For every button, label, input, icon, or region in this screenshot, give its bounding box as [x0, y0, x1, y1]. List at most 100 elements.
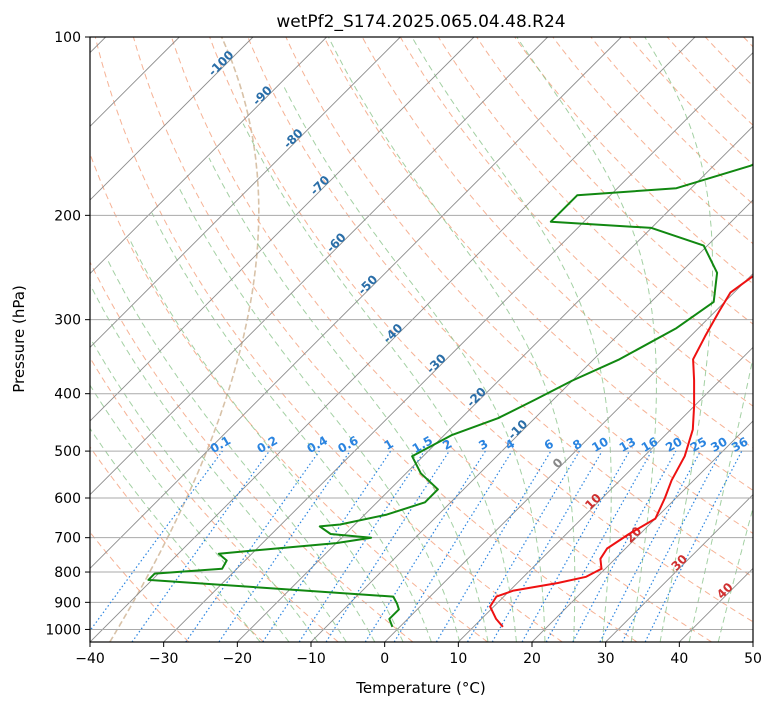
y-tick-label: 500	[54, 444, 81, 460]
dry-adiabat-line	[90, 446, 264, 642]
moist-adiabat-label: 0	[550, 455, 566, 471]
mixing-ratio-label: 0.6	[335, 433, 360, 456]
y-tick-label: 300	[54, 313, 81, 329]
mixing-ratio-line	[185, 450, 320, 642]
x-tick-label: 0	[380, 651, 389, 667]
x-tick-label: −30	[149, 651, 179, 667]
dry-adiabat-label: -70	[307, 173, 332, 198]
dry-adiabat-line	[209, 37, 753, 623]
dry-adiabat-label: -30	[424, 351, 449, 376]
temperature-profile-line	[489, 274, 753, 628]
x-tick-label: 10	[449, 651, 467, 667]
y-tick-label: 800	[54, 565, 81, 581]
dewpoint-profile-line	[147, 163, 753, 628]
x-tick-label: 30	[597, 651, 615, 667]
mixing-ratio-line	[262, 450, 392, 642]
axis-ticks: −40 −30 −20 −10 0 10 20 30 40 5010020030040050060…	[45, 30, 762, 667]
mixing-ratio-line	[572, 450, 677, 642]
dry-adiabat-line	[90, 152, 488, 642]
isotherm-line	[90, 37, 401, 348]
dry-adiabat-label: -80	[281, 126, 306, 151]
mixing-ratio-label: 13	[617, 434, 638, 454]
dry-adiabat-label: -40	[380, 321, 405, 346]
mixing-ratio-line	[364, 450, 486, 642]
mixing-ratio-line	[545, 450, 653, 642]
mixing-ratio-label: 0.2	[255, 433, 280, 456]
y-tick-label: 1000	[45, 622, 81, 638]
dry-adiabat-line	[476, 37, 753, 325]
background-lines	[90, 37, 753, 642]
mixing-ratio-line	[325, 450, 450, 642]
moist-adiabat-line	[106, 257, 376, 642]
dry-adiabat-line	[90, 356, 339, 642]
moist-adiabat-line	[90, 336, 319, 642]
isotherm-line	[752, 641, 753, 642]
x-tick-label: −20	[223, 651, 253, 667]
moist-adiabat-label: 40	[714, 580, 736, 602]
dry-adiabat-line	[90, 260, 414, 642]
moist-adiabat-line	[90, 427, 261, 642]
x-tick-label: 20	[523, 651, 541, 667]
mixing-ratio-label: 0.4	[305, 433, 330, 456]
mixing-ratio-line	[218, 450, 351, 642]
isotherm-line	[163, 52, 753, 642]
x-tick-label: 40	[670, 651, 688, 667]
isotherm-line	[90, 37, 696, 642]
dry-adiabat-line	[437, 37, 753, 366]
moist-adiabat-line	[688, 355, 753, 642]
mixing-ratio-line	[298, 450, 425, 642]
isotherm-line	[531, 420, 753, 642]
mixing-ratio-line	[599, 450, 702, 642]
moist-adiabat-line	[151, 212, 432, 642]
moist-adiabat-label: 30	[668, 552, 690, 574]
mixing-ratio-line	[521, 450, 631, 642]
mixing-ratio-line	[393, 450, 513, 642]
moist-adiabat-line	[411, 37, 612, 642]
moist-adiabat-line	[644, 37, 714, 642]
moist-adiabat-line	[208, 157, 489, 642]
dry-adiabat-line	[590, 37, 753, 205]
mixing-ratio-label: 10	[589, 434, 610, 454]
y-tick-label: 100	[54, 30, 81, 46]
isotherm-line	[458, 346, 753, 642]
dry-adiabat-line	[514, 37, 753, 285]
mixing-ratio-line	[90, 450, 223, 632]
moist-adiabat-line	[516, 37, 657, 642]
dry-adiabat-label: -90	[250, 83, 275, 108]
dry-adiabat-label: -50	[355, 272, 380, 297]
dry-adiabat-line	[704, 37, 753, 87]
y-tick-label: 400	[54, 387, 81, 403]
mixing-ratio-line	[131, 450, 270, 642]
plot-frame	[89, 36, 754, 643]
moist-adiabat-line	[128, 237, 404, 642]
isotherm-line	[90, 37, 622, 569]
dry-adiabat-line	[171, 37, 712, 642]
dry-adiabat-label: -60	[324, 230, 349, 255]
x-axis-label: Temperature (°C)	[355, 679, 485, 697]
y-axis-label: Pressure (hPa)	[10, 285, 28, 393]
x-tick-label: −40	[75, 651, 105, 667]
moist-adiabat-line	[90, 384, 290, 642]
isotherm-line	[605, 494, 753, 642]
dry-adiabat-line	[94, 37, 563, 642]
dry-adiabat-line	[247, 37, 753, 578]
mixing-ratio-label: 3	[476, 436, 490, 452]
y-tick-label: 600	[54, 491, 81, 507]
moist-adiabat-line	[90, 283, 347, 642]
background-arc	[109, 37, 260, 642]
dry-adiabat-line	[285, 37, 753, 535]
y-tick-label: 700	[54, 531, 81, 547]
isotherm-line	[90, 37, 327, 275]
isotherm-line	[90, 37, 475, 422]
moist-adiabat-label: 10	[582, 491, 604, 513]
dry-adiabat-label: -20	[464, 385, 489, 410]
mixing-ratio-label: 6	[542, 436, 556, 452]
isotherm-line	[310, 199, 753, 642]
isotherm-line	[384, 273, 753, 642]
dry-adiabat-line	[743, 37, 753, 48]
mixing-ratio-label: 16	[639, 434, 660, 454]
isotherm-line	[237, 125, 753, 642]
moist-adiabat-line	[242, 123, 517, 642]
y-tick-label: 900	[54, 595, 81, 611]
